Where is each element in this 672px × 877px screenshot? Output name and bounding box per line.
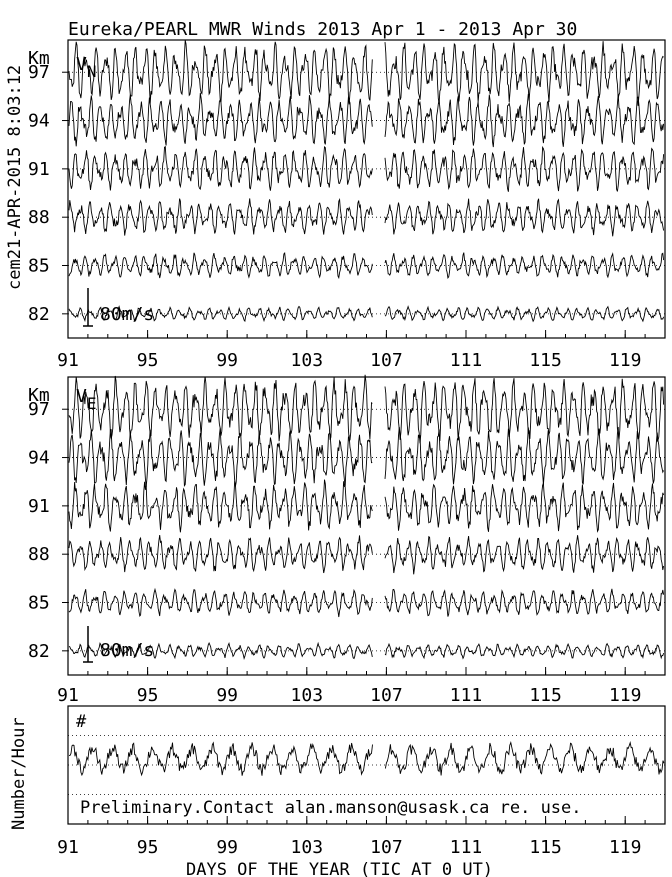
north-component-label: VN [76,54,96,81]
y-tick-label: 94 [28,111,50,132]
y-tick-label: 82 [28,304,50,325]
north-series-group [68,40,665,323]
east-km-unit: Km [28,385,50,406]
timestamp-label: cem21-APR-2015 8:03:12 [5,65,25,290]
x-tick-label: 107 [370,350,403,371]
series-line-88 [68,198,665,237]
series-line-82 [68,641,665,661]
count-gridlines [68,735,665,795]
series-line-97 [68,374,665,444]
x-tick-label: 91 [57,685,79,706]
series-line-85 [68,587,665,618]
x-tick-label: 111 [450,837,483,858]
east-x-ticks: 91 95 99 103 107 111 115 119 [57,667,666,706]
series-line-94 [68,92,665,148]
x-tick-label: 119 [609,685,642,706]
x-tick-label: 95 [137,685,159,706]
y-tick-label: 94 [28,448,50,469]
series-line-91 [68,145,665,192]
north-panel-frame [67,39,666,339]
series-line-97 [68,40,664,106]
east-series-group [68,374,665,661]
east-y-tick-labels: 97 94 91 88 85 82 [28,399,68,662]
x-tick-label: 103 [291,837,324,858]
x-tick-label: 95 [137,837,159,858]
x-tick-label: 115 [529,837,562,858]
east-component-label: VE [76,386,96,413]
series-line-85 [68,252,665,280]
north-x-ticks: 91 95 99 103 107 111 115 119 [57,330,666,371]
x-tick-label: 115 [529,685,562,706]
y-tick-label: 82 [28,641,50,662]
y-tick-label: 85 [28,593,50,614]
east-panel-frame [67,376,666,676]
north-km-unit: Km [28,48,50,69]
north-scale-label: 80m/s [100,304,154,325]
x-tick-label: 95 [137,350,159,371]
notice-text: Preliminary.Contact alan.manson@usask.ca… [80,798,582,818]
x-tick-label: 99 [216,837,238,858]
series-line-82 [68,305,665,323]
x-tick-label: 91 [57,837,79,858]
north-wind-panel: Km VN 97 94 91 88 85 82 80m/s 91 95 99 103 107 111… [28,39,666,371]
y-tick-label: 91 [28,496,50,517]
x-tick-label: 107 [370,837,403,858]
x-tick-label: 103 [291,350,324,371]
x-tick-label: 119 [609,837,642,858]
y-tick-label: 97 [28,62,50,83]
series-line-94 [68,426,665,488]
east-scale-label: 80m/s [100,640,154,661]
east-wind-panel: Km VE 97 94 91 88 85 82 80m/s 91 95 99 103 107 111… [28,374,666,706]
y-tick-label: 85 [28,256,50,277]
x-tick-label: 103 [291,685,324,706]
north-y-tick-labels: 97 94 91 88 85 82 [28,62,68,325]
x-tick-label: 99 [216,685,238,706]
count-series-line [68,740,665,777]
north-gridlines [68,71,665,315]
x-tick-label: 111 [450,350,483,371]
east-gridlines [68,408,665,652]
count-marker-label: # [76,712,87,732]
series-line-91 [68,479,665,533]
x-tick-label: 115 [529,350,562,371]
series-line-88 [68,535,665,575]
y-tick-label: 88 [28,207,50,228]
count-ylabel: Number/Hour [9,717,29,830]
x-tick-label: 107 [370,685,403,706]
y-tick-label: 97 [28,399,50,420]
y-tick-label: 91 [28,159,50,180]
chart-title: Eureka/PEARL MWR Winds 2013 Apr 1 - 2013… [68,19,577,40]
x-axis-label: DAYS OF THE YEAR (TIC AT 0 UT) [186,860,493,877]
x-tick-label: 99 [216,350,238,371]
count-x-ticks: 91 95 99 103 107 111 115 119 [57,816,666,858]
x-tick-label: 119 [609,350,642,371]
x-tick-label: 91 [57,350,79,371]
x-tick-label: 111 [450,685,483,706]
count-panel: Number/Hour # Preliminary.Contact alan.m… [9,705,666,858]
y-tick-label: 88 [28,544,50,565]
count-series-group [68,740,665,777]
